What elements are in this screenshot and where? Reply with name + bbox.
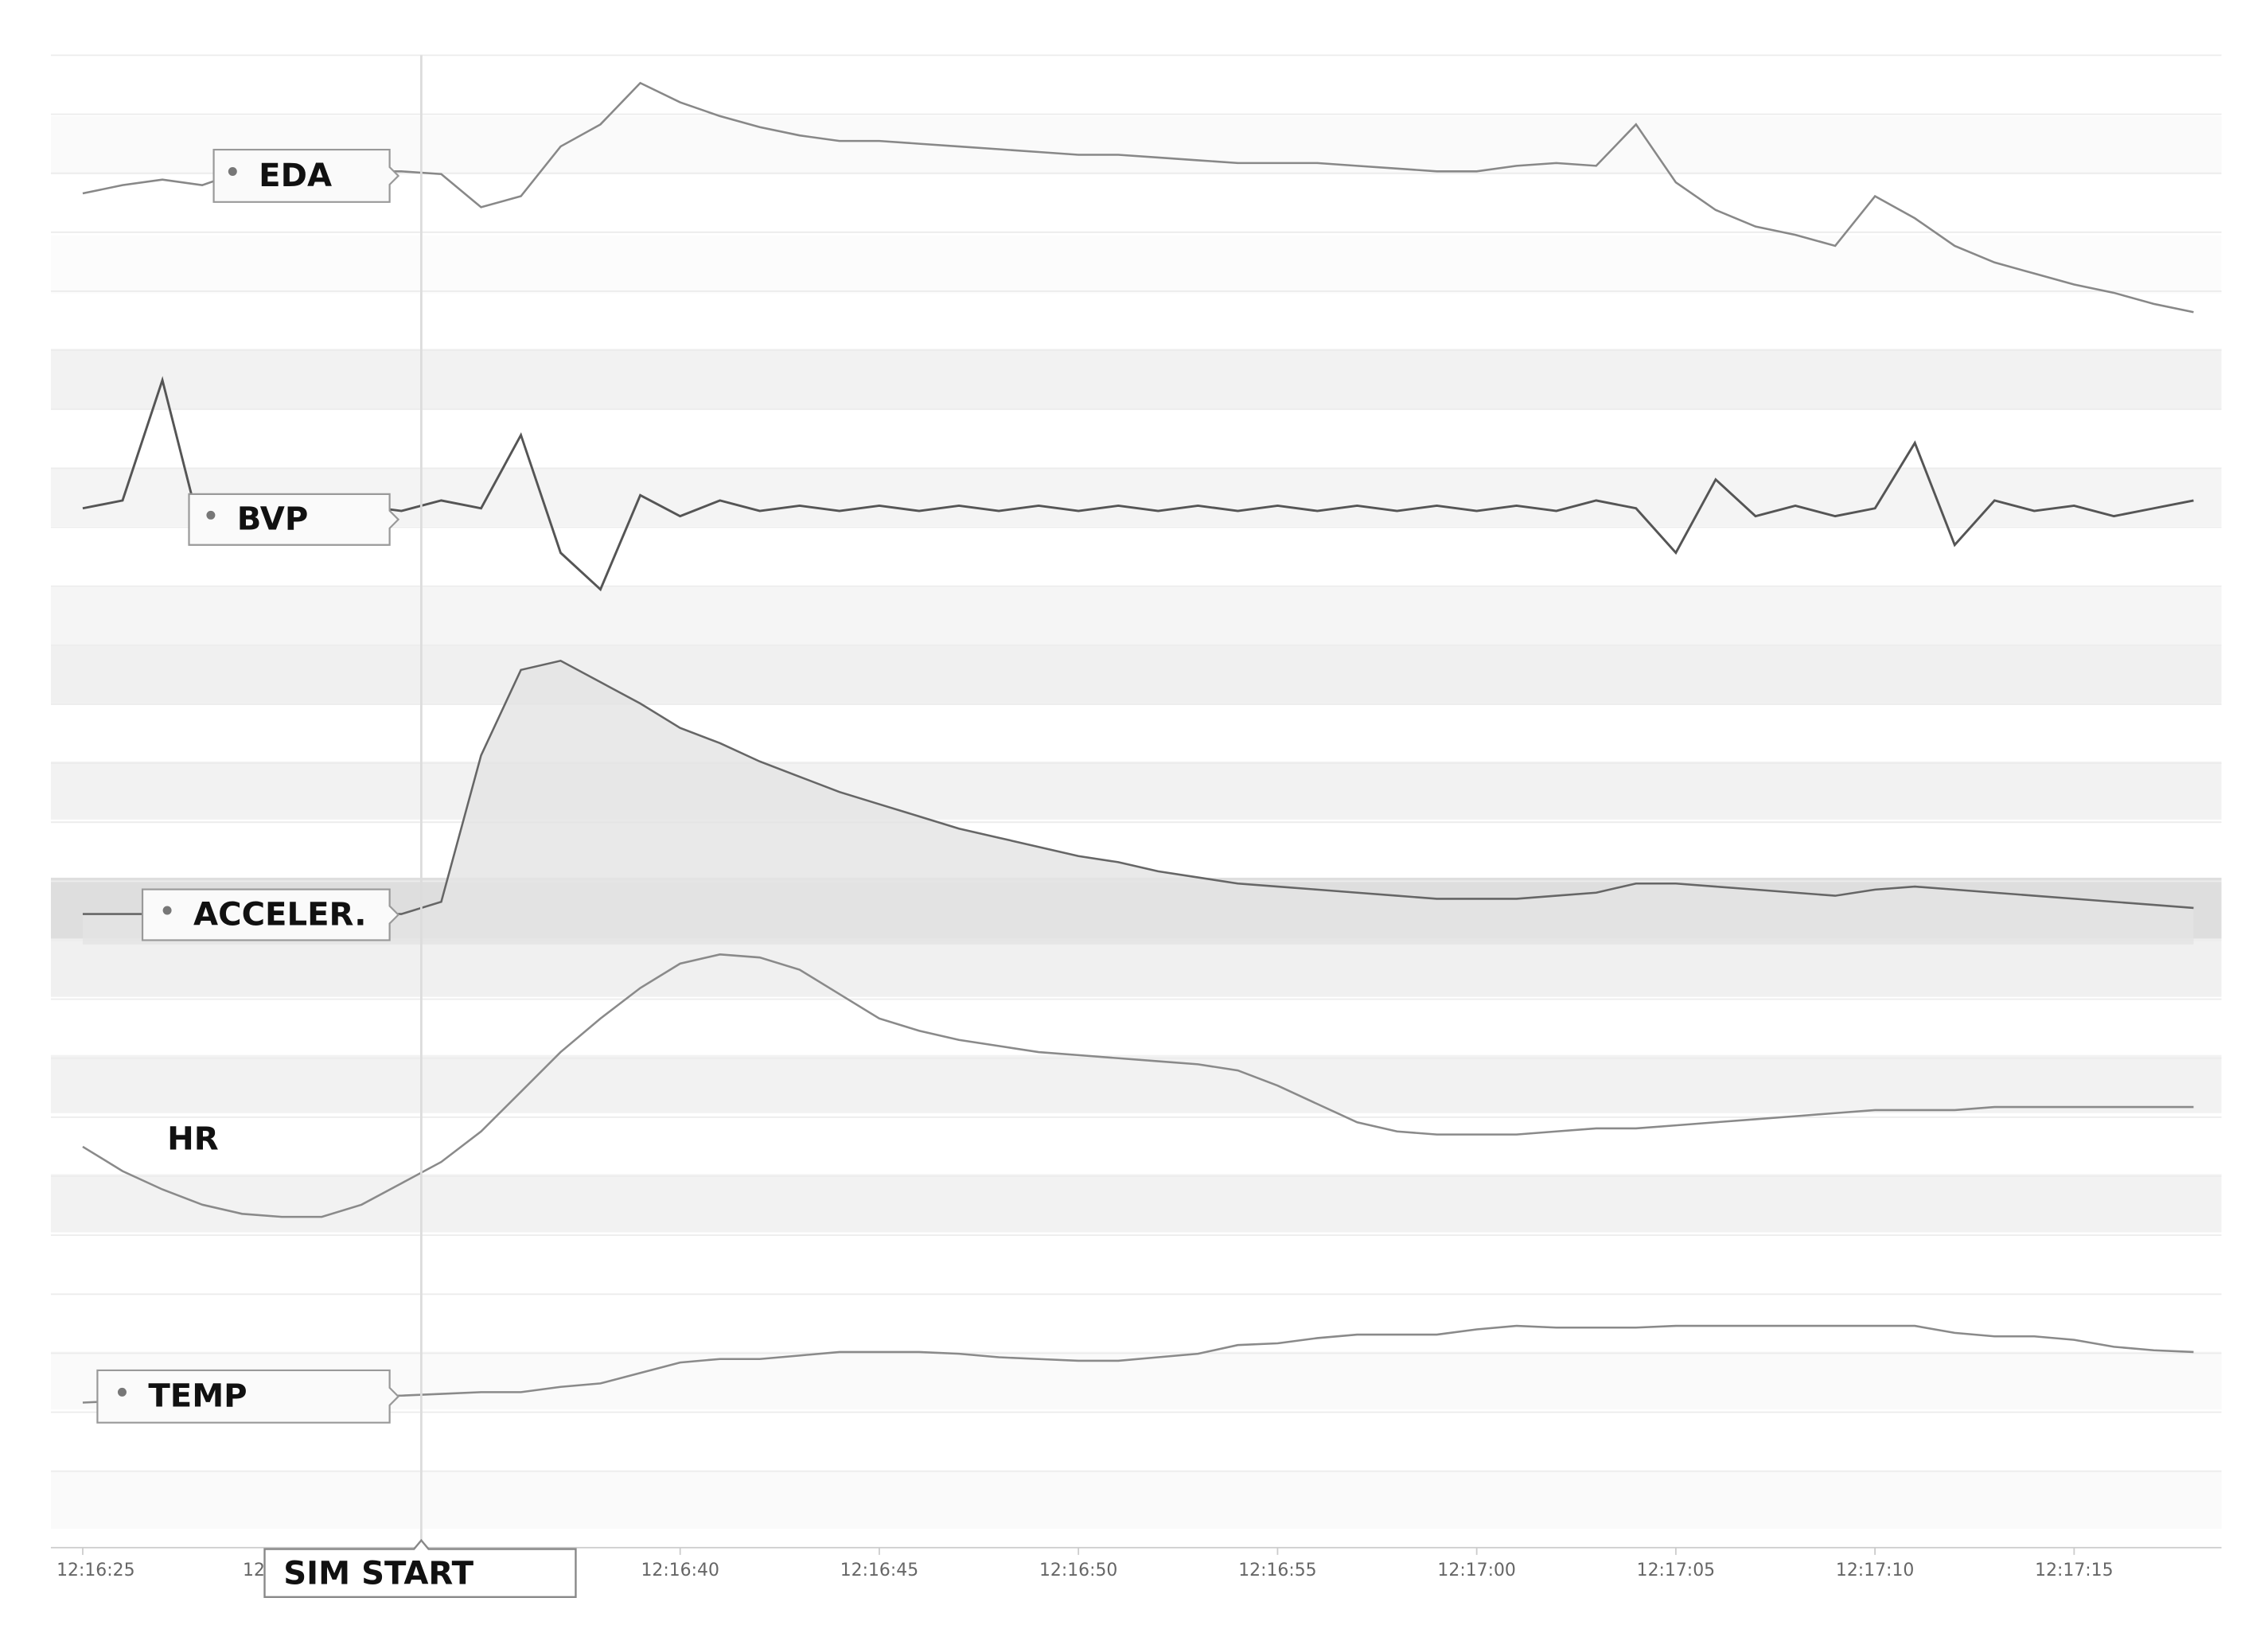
x-tick-label: 12:16:40 xyxy=(641,1561,719,1580)
x-tick-label: 12:16:50 xyxy=(1039,1561,1117,1580)
series-label: BVP xyxy=(237,501,309,538)
label-dot xyxy=(228,166,237,176)
series-label: HR xyxy=(167,1120,219,1157)
series-label: ACCELER. xyxy=(193,896,367,933)
stripe xyxy=(50,1470,2222,1530)
overlay: EDABVPACCELER.HRTEMP12:16:2512:16:3012:1… xyxy=(50,55,2222,1599)
annotation-box xyxy=(263,1538,577,1599)
series-label: TEMP xyxy=(148,1378,247,1415)
series-line xyxy=(82,376,2194,592)
series-line xyxy=(82,953,2194,1218)
annotation-text: SIM START xyxy=(283,1555,473,1592)
stripe xyxy=(50,1351,2222,1410)
area xyxy=(82,661,2194,945)
background-stripes xyxy=(50,54,2222,1530)
stripe xyxy=(50,938,2222,997)
stripe xyxy=(50,761,2222,820)
x-tick-label: 12:16:25 xyxy=(57,1561,134,1580)
stripe xyxy=(50,1054,2222,1113)
series-line xyxy=(82,659,2194,915)
plot xyxy=(82,81,2194,1404)
label-dot xyxy=(206,510,216,520)
x-tick-label: 12:17:10 xyxy=(1836,1561,1914,1580)
stripe xyxy=(50,645,2222,703)
label-box xyxy=(141,888,400,941)
x-tick-label: 12:17:15 xyxy=(2035,1561,2113,1580)
stripe xyxy=(50,116,2222,175)
label-box xyxy=(188,493,400,546)
stripe xyxy=(50,349,2222,410)
label-box xyxy=(212,148,400,203)
stripe xyxy=(50,235,2222,294)
x-tick-label: 12:16:55 xyxy=(1238,1561,1316,1580)
stripe xyxy=(50,467,2222,527)
label-box xyxy=(96,1369,400,1424)
label-dot xyxy=(117,1387,127,1397)
x-tick-label: 12:16:45 xyxy=(840,1561,918,1580)
x-tick-label: 12:17:00 xyxy=(1437,1561,1515,1580)
label-dot xyxy=(162,906,172,915)
series-label: EDA xyxy=(259,158,332,194)
series-line xyxy=(82,1324,2194,1404)
stripe xyxy=(50,1174,2222,1233)
x-tick-label: 12:17:05 xyxy=(1637,1561,1715,1580)
stripe xyxy=(50,587,2222,645)
series-line xyxy=(82,81,2194,314)
